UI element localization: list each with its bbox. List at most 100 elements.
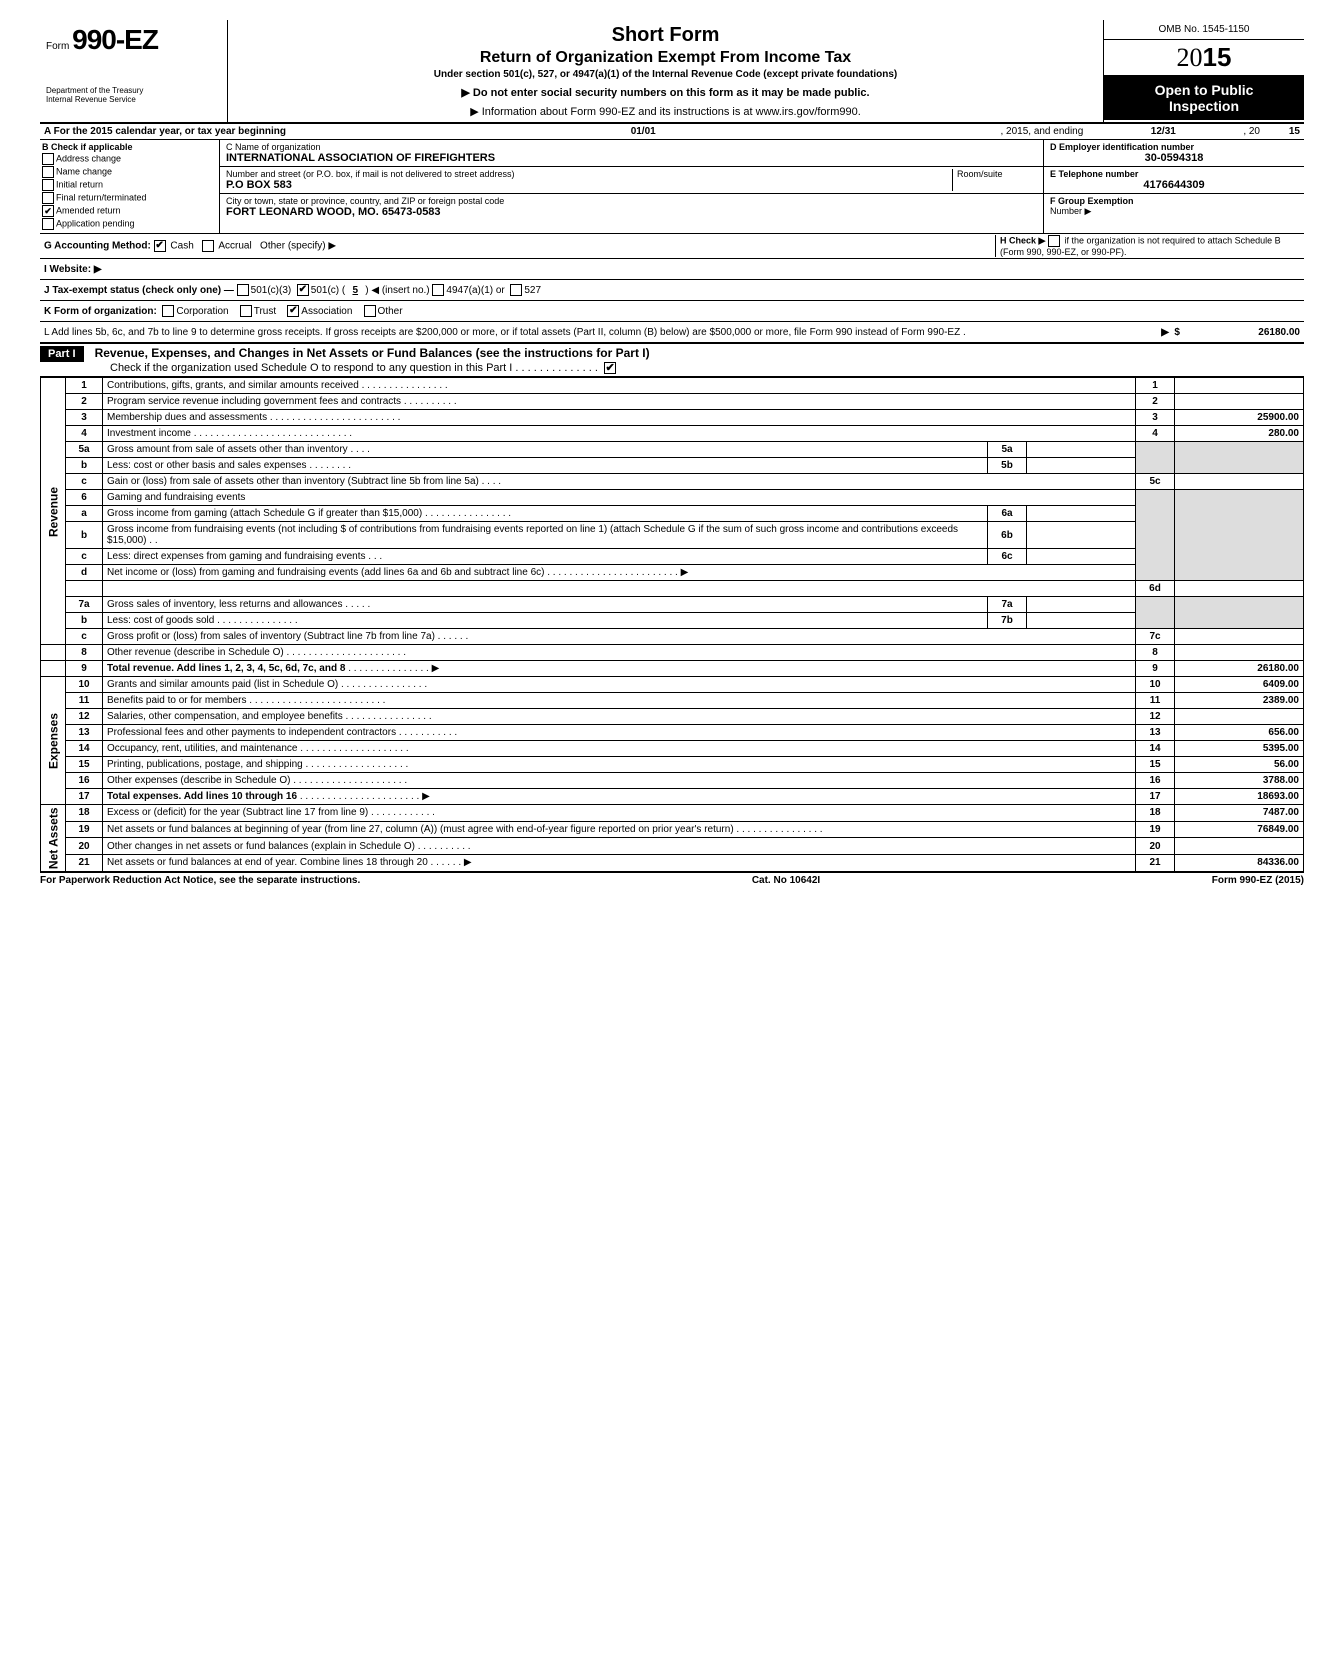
line-2-box: 2 — [1136, 394, 1175, 410]
form-number-box: Form 990-EZ Department of the Treasury I… — [40, 20, 228, 122]
line-17-amt: 18693.00 — [1175, 789, 1304, 805]
cb-other-org[interactable] — [364, 305, 376, 317]
row-k: K Form of organization: Corporation Trus… — [40, 301, 1304, 322]
line-5a-ibox: 5a — [988, 442, 1027, 458]
cb-527[interactable] — [510, 284, 522, 296]
cb-pending-label: Application pending — [56, 218, 135, 228]
line-6c-desc: Less: direct expenses from gaming and fu… — [107, 551, 365, 562]
k-label: K Form of organization: — [44, 306, 157, 317]
g-label: G Accounting Method: — [44, 241, 151, 252]
phone-value: 4176644309 — [1050, 179, 1298, 191]
line-12-num: 12 — [66, 709, 103, 725]
line-7c-amt — [1175, 629, 1304, 645]
e-label: E Telephone number — [1050, 169, 1138, 179]
line-21-amt: 84336.00 — [1175, 855, 1304, 872]
cb-pending[interactable] — [42, 218, 54, 230]
form-title-box: Short Form Return of Organization Exempt… — [228, 20, 1103, 122]
cb-501c[interactable]: ✔ — [297, 284, 309, 296]
line-6d-amt — [1175, 581, 1304, 597]
line-18-box: 18 — [1136, 805, 1175, 822]
line-7b-desc: Less: cost of goods sold — [107, 615, 214, 626]
cb-amended[interactable]: ✔ — [42, 205, 54, 217]
line-7b-ibox: 7b — [988, 613, 1027, 629]
line-5b-num: b — [66, 458, 103, 474]
phone-row: E Telephone number 4176644309 — [1044, 167, 1304, 194]
cb-4947[interactable] — [432, 284, 444, 296]
cb-final[interactable] — [42, 192, 54, 204]
cb-assoc[interactable]: ✔ — [287, 305, 299, 317]
form-number: 990-EZ — [72, 24, 158, 55]
part1-title: Revenue, Expenses, and Changes in Net As… — [87, 346, 650, 360]
revenue-label: Revenue — [41, 378, 66, 645]
d-label: D Employer identification number — [1050, 142, 1194, 152]
line-6a-ibox: 6a — [988, 506, 1027, 522]
line-6c-ibox: 6c — [988, 549, 1027, 565]
c-label: C Name of organization — [226, 142, 1037, 152]
j-527: 527 — [524, 285, 541, 296]
line-6b-ibox: 6b — [988, 522, 1027, 549]
line-1-desc: Contributions, gifts, grants, and simila… — [107, 380, 359, 391]
line-1-num: 1 — [66, 378, 103, 394]
line-6-num: 6 — [66, 490, 103, 506]
short-form-title: Short Form — [236, 24, 1095, 47]
j-501c-num: 5 — [345, 285, 365, 296]
line-18-amt: 7487.00 — [1175, 805, 1304, 822]
line-7a-desc: Gross sales of inventory, less returns a… — [107, 599, 342, 610]
row-a-label: A For the 2015 calendar year, or tax yea… — [44, 126, 286, 137]
line-1-amt — [1175, 378, 1304, 394]
cb-501c3[interactable] — [237, 284, 249, 296]
end-year: 15 — [1260, 126, 1300, 137]
dept-label: Department of the Treasury Internal Reve… — [46, 56, 221, 104]
line-2-desc: Program service revenue including govern… — [107, 396, 401, 407]
line-4-desc: Investment income — [107, 428, 191, 439]
row-i: I Website: ▶ — [40, 259, 1304, 280]
line-12-amt — [1175, 709, 1304, 725]
line-10-desc: Grants and similar amounts paid (list in… — [107, 679, 338, 690]
cb-initial[interactable] — [42, 179, 54, 191]
city-row: City or town, state or province, country… — [220, 194, 1043, 220]
cb-name[interactable] — [42, 166, 54, 178]
j-501c: 501(c) ( — [311, 285, 345, 296]
cb-h[interactable] — [1048, 235, 1060, 247]
main-table: Revenue 1 Contributions, gifts, grants, … — [40, 377, 1304, 873]
cash-label: Cash — [170, 241, 193, 252]
line-8-num: 8 — [66, 645, 103, 661]
cb-address[interactable] — [42, 153, 54, 165]
right-header-box: OMB No. 1545-1150 2015 Open to Public In… — [1103, 20, 1304, 122]
section-desc: Under section 501(c), 527, or 4947(a)(1)… — [236, 69, 1095, 80]
line-20-box: 20 — [1136, 838, 1175, 855]
line-6d-box: 6d — [1136, 581, 1175, 597]
footer-right: Form 990-EZ (2015) — [1212, 875, 1304, 886]
k-assoc: Association — [301, 306, 352, 317]
city-label: City or town, state or province, country… — [226, 196, 1037, 206]
line-13-desc: Professional fees and other payments to … — [107, 727, 396, 738]
cb-cash[interactable]: ✔ — [154, 240, 166, 252]
cb-schedule-o[interactable]: ✔ — [604, 362, 616, 374]
row-a: A For the 2015 calendar year, or tax yea… — [40, 124, 1304, 140]
cb-corp[interactable] — [162, 305, 174, 317]
begin-date: 01/01 — [286, 126, 1001, 137]
addr-label: Number and street (or P.O. box, if mail … — [226, 169, 952, 179]
line-17-box: 17 — [1136, 789, 1175, 805]
line-11-box: 11 — [1136, 693, 1175, 709]
cb-accrual[interactable] — [202, 240, 214, 252]
line-13-box: 13 — [1136, 725, 1175, 741]
addr-value: P.O BOX 583 — [226, 179, 952, 191]
line-15-num: 15 — [66, 757, 103, 773]
line-16-amt: 3788.00 — [1175, 773, 1304, 789]
line-5a-desc: Gross amount from sale of assets other t… — [107, 444, 348, 455]
line-6-desc: Gaming and fundraising events — [107, 492, 245, 503]
line-20-desc: Other changes in net assets or fund bala… — [107, 841, 415, 852]
line-5c-amt — [1175, 474, 1304, 490]
part1-header: Part I Revenue, Expenses, and Changes in… — [40, 344, 1304, 377]
j-501c3: 501(c)(3) — [251, 285, 292, 296]
line-2-amt — [1175, 394, 1304, 410]
line-5c-box: 5c — [1136, 474, 1175, 490]
line-6d-desc: Net income or (loss) from gaming and fun… — [107, 567, 544, 578]
cb-final-label: Final return/terminated — [56, 192, 147, 202]
line-9-amt: 26180.00 — [1175, 661, 1304, 677]
line-19-num: 19 — [66, 821, 103, 838]
end-prefix: , 20 — [1243, 126, 1260, 137]
tax-year: 2015 — [1104, 40, 1304, 76]
cb-trust[interactable] — [240, 305, 252, 317]
